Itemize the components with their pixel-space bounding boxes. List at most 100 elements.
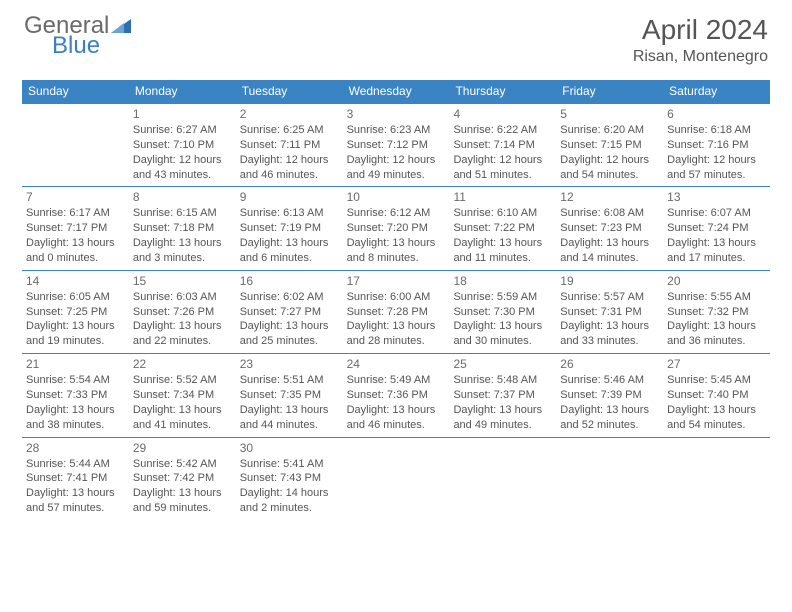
daylight-text: Daylight: 13 hours and 22 minutes.: [133, 319, 232, 349]
sunset-text: Sunset: 7:25 PM: [26, 305, 125, 320]
day-number: 28: [26, 441, 125, 455]
day-cell: 22Sunrise: 5:52 AMSunset: 7:34 PMDayligh…: [129, 354, 236, 436]
day-details: Sunrise: 6:03 AMSunset: 7:26 PMDaylight:…: [133, 290, 232, 349]
day-cell: 25Sunrise: 5:48 AMSunset: 7:37 PMDayligh…: [449, 354, 556, 436]
week-row: 7 Sunrise: 6:17 AMSunset: 7:17 PMDaylight…: [22, 186, 770, 269]
sunset-text: Sunset: 7:41 PM: [26, 471, 125, 486]
sunrise-text: Sunrise: 5:52 AM: [133, 373, 232, 388]
daylight-text: Daylight: 13 hours and 11 minutes.: [453, 236, 552, 266]
calendar: SundayMondayTuesdayWednesdayThursdayFrid…: [22, 80, 770, 520]
sunrise-text: Sunrise: 6:23 AM: [347, 123, 446, 138]
sunrise-text: Sunrise: 5:49 AM: [347, 373, 446, 388]
sunset-text: Sunset: 7:22 PM: [453, 221, 552, 236]
day-details: Sunrise: 6:13 AMSunset: 7:19 PMDaylight:…: [240, 206, 339, 265]
day-cell: 10 Sunrise: 6:12 AMSunset: 7:20 PMDayligh…: [343, 187, 450, 269]
day-number: 24: [347, 357, 446, 371]
daylight-text: Daylight: 14 hours and 2 minutes.: [240, 486, 339, 516]
sunrise-text: Sunrise: 5:57 AM: [560, 290, 659, 305]
day-number: 5: [560, 107, 659, 121]
day-cell: 28 Sunrise: 5:44 AMSunset: 7:41 PMDayligh…: [22, 438, 129, 520]
day-number: 19: [560, 274, 659, 288]
day-number: 29: [133, 441, 232, 455]
day-cell: 15Sunrise: 6:03 AMSunset: 7:26 PMDayligh…: [129, 271, 236, 353]
day-number: 10: [347, 190, 446, 204]
sunrise-text: Sunrise: 5:51 AM: [240, 373, 339, 388]
day-number: 11: [453, 190, 552, 204]
day-details: Sunrise: 6:18 AMSunset: 7:16 PMDaylight:…: [667, 123, 766, 182]
day-number: 9: [240, 190, 339, 204]
day-cell: 19Sunrise: 5:57 AMSunset: 7:31 PMDayligh…: [556, 271, 663, 353]
day-details: Sunrise: 5:46 AMSunset: 7:39 PMDaylight:…: [560, 373, 659, 432]
daylight-text: Daylight: 13 hours and 38 minutes.: [26, 403, 125, 433]
daylight-text: Daylight: 12 hours and 43 minutes.: [133, 153, 232, 183]
sunset-text: Sunset: 7:18 PM: [133, 221, 232, 236]
sunrise-text: Sunrise: 6:20 AM: [560, 123, 659, 138]
day-details: Sunrise: 6:17 AMSunset: 7:17 PMDaylight:…: [26, 206, 125, 265]
daylight-text: Daylight: 13 hours and 6 minutes.: [240, 236, 339, 266]
sunrise-text: Sunrise: 5:44 AM: [26, 457, 125, 472]
day-cell: 13Sunrise: 6:07 AMSunset: 7:24 PMDayligh…: [663, 187, 770, 269]
sunset-text: Sunset: 7:30 PM: [453, 305, 552, 320]
location: Risan, Montenegro: [633, 48, 768, 66]
daylight-text: Daylight: 12 hours and 49 minutes.: [347, 153, 446, 183]
day-details: Sunrise: 5:45 AMSunset: 7:40 PMDaylight:…: [667, 373, 766, 432]
day-details: Sunrise: 6:12 AMSunset: 7:20 PMDaylight:…: [347, 206, 446, 265]
day-number: 30: [240, 441, 339, 455]
sunset-text: Sunset: 7:31 PM: [560, 305, 659, 320]
day-cell: 30 Sunrise: 5:41 AMSunset: 7:43 PMDayligh…: [236, 438, 343, 520]
sunset-text: Sunset: 7:32 PM: [667, 305, 766, 320]
day-cell: 26Sunrise: 5:46 AMSunset: 7:39 PMDayligh…: [556, 354, 663, 436]
daylight-text: Daylight: 13 hours and 30 minutes.: [453, 319, 552, 349]
day-details: Sunrise: 6:02 AMSunset: 7:27 PMDaylight:…: [240, 290, 339, 349]
day-details: Sunrise: 6:05 AMSunset: 7:25 PMDaylight:…: [26, 290, 125, 349]
title-block: April 2024 Risan, Montenegro: [633, 14, 768, 66]
day-cell: [663, 438, 770, 520]
sunrise-text: Sunrise: 5:55 AM: [667, 290, 766, 305]
day-cell: 20Sunrise: 5:55 AMSunset: 7:32 PMDayligh…: [663, 271, 770, 353]
sunset-text: Sunset: 7:43 PM: [240, 471, 339, 486]
day-number: 25: [453, 357, 552, 371]
day-of-week-row: SundayMondayTuesdayWednesdayThursdayFrid…: [22, 80, 770, 103]
day-cell: 1 Sunrise: 6:27 AMSunset: 7:10 PMDaylight…: [129, 104, 236, 186]
sunset-text: Sunset: 7:24 PM: [667, 221, 766, 236]
day-cell: [22, 104, 129, 186]
day-number: 7: [26, 190, 125, 204]
sunset-text: Sunset: 7:28 PM: [347, 305, 446, 320]
day-number: 1: [133, 107, 232, 121]
daylight-text: Daylight: 13 hours and 25 minutes.: [240, 319, 339, 349]
day-cell: 9 Sunrise: 6:13 AMSunset: 7:19 PMDaylight…: [236, 187, 343, 269]
day-details: Sunrise: 5:44 AMSunset: 7:41 PMDaylight:…: [26, 457, 125, 516]
dow-wednesday: Wednesday: [343, 80, 450, 103]
day-cell: 11 Sunrise: 6:10 AMSunset: 7:22 PMDayligh…: [449, 187, 556, 269]
day-cell: 8Sunrise: 6:15 AMSunset: 7:18 PMDaylight…: [129, 187, 236, 269]
sunrise-text: Sunrise: 6:12 AM: [347, 206, 446, 221]
sunrise-text: Sunrise: 6:17 AM: [26, 206, 125, 221]
day-cell: 17Sunrise: 6:00 AMSunset: 7:28 PMDayligh…: [343, 271, 450, 353]
sunset-text: Sunset: 7:16 PM: [667, 138, 766, 153]
day-cell: 4Sunrise: 6:22 AMSunset: 7:14 PMDaylight…: [449, 104, 556, 186]
sunrise-text: Sunrise: 6:22 AM: [453, 123, 552, 138]
day-number: 27: [667, 357, 766, 371]
day-details: Sunrise: 6:10 AMSunset: 7:22 PMDaylight:…: [453, 206, 552, 265]
day-details: Sunrise: 6:15 AMSunset: 7:18 PMDaylight:…: [133, 206, 232, 265]
day-details: Sunrise: 6:20 AMSunset: 7:15 PMDaylight:…: [560, 123, 659, 182]
dow-saturday: Saturday: [663, 80, 770, 103]
sunrise-text: Sunrise: 6:05 AM: [26, 290, 125, 305]
sunrise-text: Sunrise: 6:02 AM: [240, 290, 339, 305]
day-details: Sunrise: 5:55 AMSunset: 7:32 PMDaylight:…: [667, 290, 766, 349]
day-cell: [449, 438, 556, 520]
daylight-text: Daylight: 13 hours and 3 minutes.: [133, 236, 232, 266]
sunset-text: Sunset: 7:10 PM: [133, 138, 232, 153]
day-number: 12: [560, 190, 659, 204]
daylight-text: Daylight: 13 hours and 14 minutes.: [560, 236, 659, 266]
day-details: Sunrise: 5:41 AMSunset: 7:43 PMDaylight:…: [240, 457, 339, 516]
day-number: 4: [453, 107, 552, 121]
sunrise-text: Sunrise: 5:42 AM: [133, 457, 232, 472]
sunset-text: Sunset: 7:19 PM: [240, 221, 339, 236]
day-details: Sunrise: 6:27 AMSunset: 7:10 PMDaylight:…: [133, 123, 232, 182]
day-details: Sunrise: 5:42 AMSunset: 7:42 PMDaylight:…: [133, 457, 232, 516]
daylight-text: Daylight: 12 hours and 54 minutes.: [560, 153, 659, 183]
daylight-text: Daylight: 12 hours and 51 minutes.: [453, 153, 552, 183]
header: GeneralBlue April 2024 Risan, Montenegro: [0, 0, 792, 72]
day-cell: 18Sunrise: 5:59 AMSunset: 7:30 PMDayligh…: [449, 271, 556, 353]
